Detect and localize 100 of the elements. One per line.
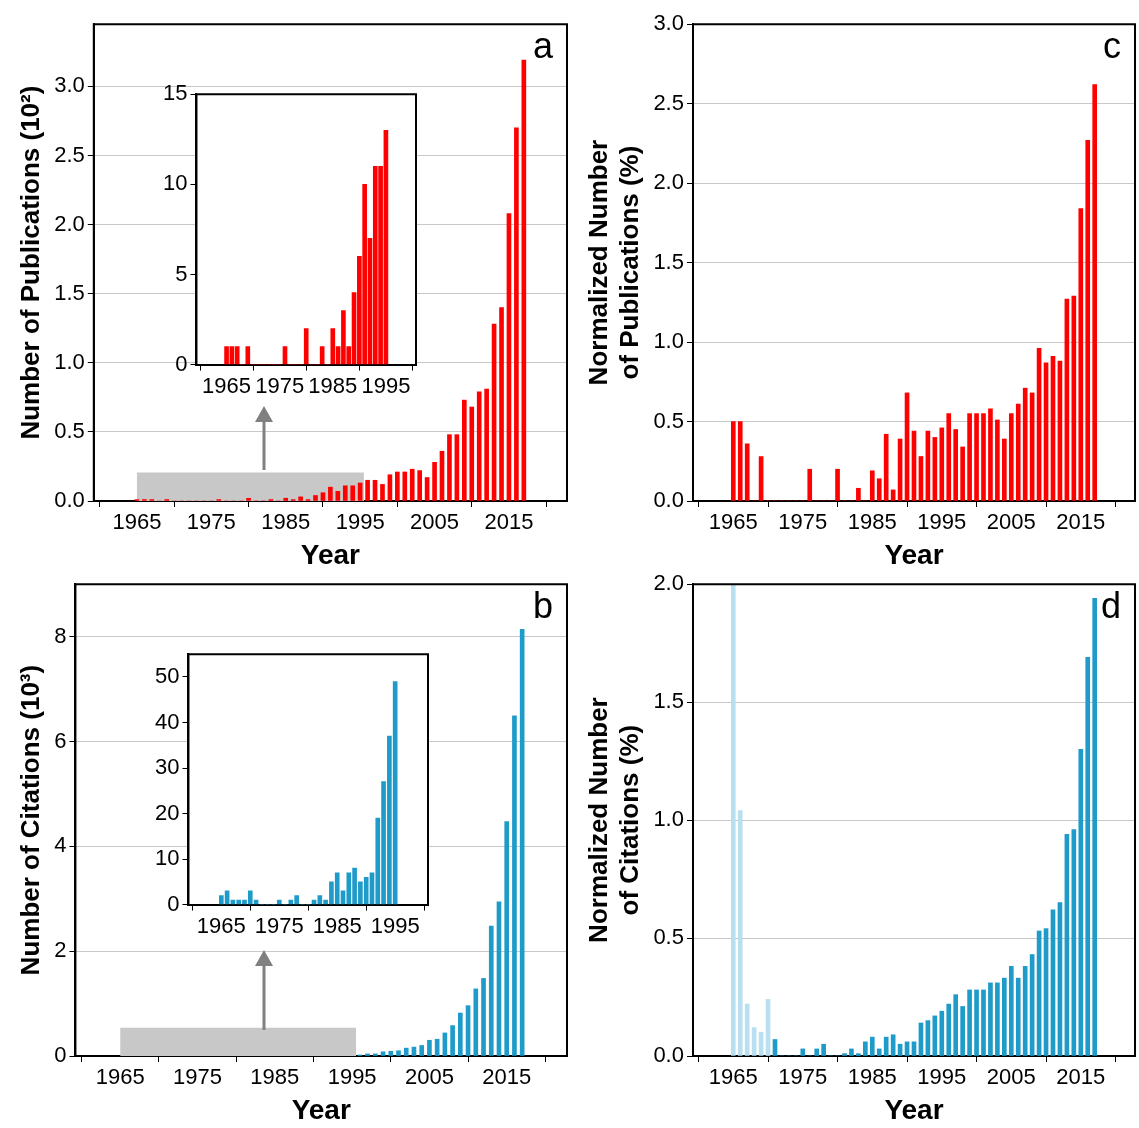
bar — [476, 391, 482, 501]
y-tick-label: 0.5 — [653, 924, 684, 950]
bar — [447, 434, 452, 501]
bar — [1022, 966, 1028, 1056]
y-tick-label: 20 — [154, 799, 180, 825]
bar — [246, 497, 251, 501]
bar — [342, 485, 348, 501]
bar — [512, 715, 517, 1056]
bar — [313, 495, 318, 501]
bar — [469, 406, 475, 501]
bar — [365, 1053, 370, 1056]
x-tick-label: 1995 — [917, 509, 967, 535]
y-tick-label: 2.0 — [653, 570, 684, 596]
bar — [1015, 977, 1021, 1056]
x-axis-title: Year — [300, 538, 361, 570]
x-tick-label: 1975 — [254, 912, 304, 938]
y-tick-label: 30 — [154, 754, 180, 780]
y-tick-label: 2.0 — [653, 169, 684, 195]
bar — [856, 1053, 861, 1056]
bar — [283, 497, 289, 501]
x-tick-label: 1995 — [917, 1064, 967, 1090]
bar — [974, 989, 979, 1056]
bar — [245, 346, 251, 365]
bar — [1078, 749, 1084, 1056]
bar — [988, 408, 993, 501]
bar — [856, 487, 861, 501]
bar — [320, 492, 326, 501]
y-tick-label: 1.5 — [54, 279, 85, 305]
bar — [967, 413, 972, 501]
bar — [276, 899, 282, 905]
x-tick-label: 1975 — [778, 1064, 828, 1090]
x-tick-label: 2015 — [1056, 509, 1106, 535]
x-tick-label: 1965 — [202, 372, 252, 398]
bar — [1002, 438, 1007, 501]
bar — [737, 421, 743, 501]
y-tick-label: 10 — [162, 170, 188, 196]
bar — [388, 1050, 394, 1056]
bar — [953, 429, 959, 501]
x-tick-label: 2005 — [410, 509, 460, 535]
bar — [744, 443, 750, 501]
x-axis-title: Year — [884, 1093, 944, 1125]
text: b — [532, 585, 553, 627]
x-tick-label: 1995 — [370, 912, 420, 938]
bar — [953, 994, 959, 1056]
bar — [395, 471, 400, 501]
y-axis-title: Number of Citations (10³) — [14, 664, 45, 976]
x-tick-label: 1995 — [335, 509, 385, 535]
bar — [403, 1047, 409, 1056]
bar — [450, 1025, 455, 1056]
y-tick-label: 1.0 — [653, 806, 684, 832]
x-tick-label: 1965 — [708, 1064, 758, 1090]
y-tick-label: 40 — [154, 708, 180, 734]
y-tick-label: 5 — [175, 260, 188, 286]
bar — [814, 1048, 820, 1056]
x-axis-title: Year — [884, 538, 944, 570]
bar — [730, 584, 736, 1056]
bar — [427, 1039, 432, 1056]
y-tick-label: 1.0 — [54, 348, 85, 374]
y-tick-label: 3.0 — [653, 10, 684, 36]
bar — [481, 978, 486, 1056]
bar — [1085, 657, 1091, 1056]
bar — [303, 328, 309, 365]
bar — [981, 413, 986, 501]
y-axis-title: Normalized Number of Publications (%) — [582, 139, 644, 386]
bar — [298, 496, 303, 501]
x-tick-label: 1995 — [361, 372, 411, 398]
bar — [484, 388, 489, 501]
bar — [842, 1053, 847, 1056]
bar — [504, 821, 510, 1056]
bar — [234, 346, 240, 365]
bar — [821, 1043, 826, 1056]
y-tick-label: 0 — [175, 350, 188, 376]
bar — [419, 1045, 425, 1056]
y-tick-label: 2.5 — [54, 141, 85, 167]
y-tick-label: 1.5 — [653, 688, 684, 714]
x-tick-label: 1985 — [250, 1064, 300, 1090]
bar — [409, 468, 415, 501]
y-tick-label: 6 — [54, 727, 67, 753]
x-tick-label: 2015 — [482, 1064, 532, 1090]
bar — [372, 1053, 378, 1056]
bar — [432, 461, 437, 501]
bar — [1008, 966, 1014, 1056]
y-tick-label: 10 — [154, 845, 180, 871]
y-tick-label: 2.5 — [653, 89, 684, 115]
x-tick-label: 1965 — [708, 509, 758, 535]
bar — [849, 1048, 854, 1056]
bar — [960, 1006, 965, 1056]
x-tick-label: 2005 — [404, 1064, 454, 1090]
bar — [800, 1048, 806, 1056]
text: c — [1103, 25, 1121, 67]
bar — [461, 399, 467, 501]
y-axis-title: Normalized Number of Citations (%) — [582, 697, 644, 943]
bar — [744, 1003, 750, 1056]
y-tick-label: 1.5 — [653, 248, 684, 274]
bar — [328, 486, 333, 501]
x-tick-label: 1995 — [327, 1064, 377, 1090]
y-tick-label: 0 — [54, 1042, 67, 1068]
x-tick-label: 1985 — [261, 509, 311, 535]
x-tick-label: 1975 — [255, 372, 305, 398]
x-tick-label: 1975 — [778, 509, 828, 535]
